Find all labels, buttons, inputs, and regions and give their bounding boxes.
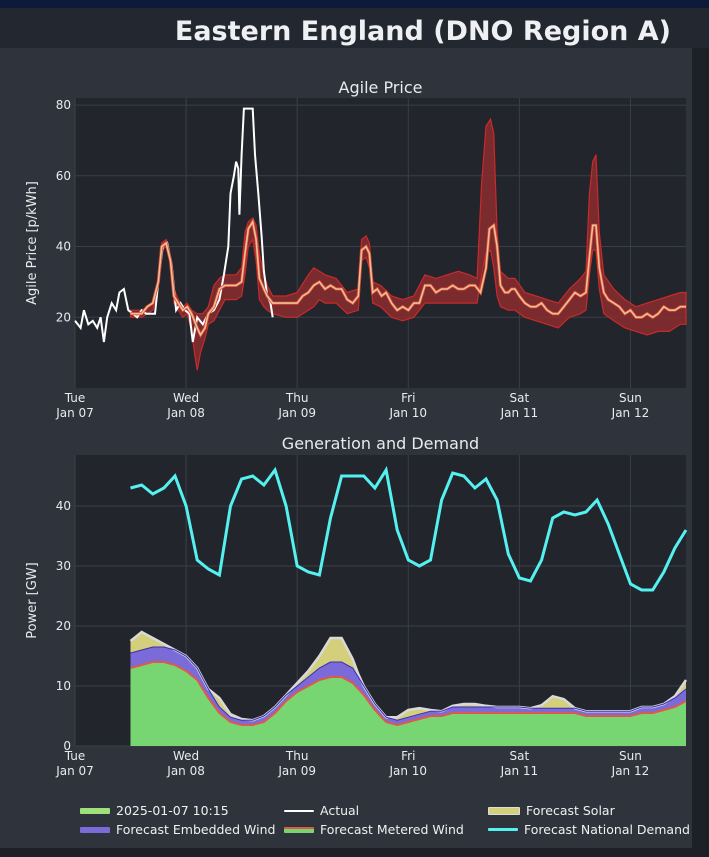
page-title: Eastern England (DNO Region A) (174, 16, 671, 47)
x-tick-label: Sat (510, 391, 530, 405)
legend-swatch (80, 807, 110, 814)
x-tick-label: Sun (619, 749, 642, 763)
x-tick-label: Thu (285, 749, 309, 763)
y-tick-label: 80 (56, 98, 71, 112)
legend-label: Forecast Embedded Wind (116, 822, 276, 837)
forecast-price-line (130, 219, 686, 337)
top-bar (0, 0, 709, 8)
plot-area (75, 98, 686, 388)
x-tick-label: Sat (510, 749, 530, 763)
forecast-range-band (129, 117, 687, 371)
x-tick-label: Jan 09 (277, 764, 316, 778)
right-edge (692, 48, 709, 857)
legend-swatch (488, 806, 520, 815)
x-tick-label: Jan 12 (611, 764, 650, 778)
legend-item-forecast-solar[interactable]: Forecast Solar (488, 803, 615, 818)
legend-item-forecast-latest[interactable]: 2025-01-07 10:15 (80, 803, 229, 818)
y-tick-label: 60 (56, 169, 71, 183)
legend-label: Forecast National Demand (524, 822, 690, 837)
chart-title: Agile Price (339, 78, 423, 97)
chart-title: Generation and Demand (282, 434, 479, 453)
legend-label: 2025-01-07 10:15 (116, 803, 229, 818)
metered-wind-edge (130, 661, 687, 727)
national-demand-line (130, 465, 688, 592)
legend-swatch (80, 826, 110, 833)
legend-label: Forecast Solar (526, 803, 615, 818)
x-tick-label: Fri (401, 391, 415, 405)
header: Eastern England (DNO Region A) (0, 8, 709, 48)
y-tick-label: 10 (56, 679, 71, 693)
y-tick-label: 40 (56, 499, 71, 513)
x-tick-label: Jan 07 (55, 764, 94, 778)
legend-swatch (284, 809, 314, 812)
bottom-edge (0, 848, 709, 857)
y-tick-label: 30 (56, 559, 71, 573)
x-tick-label: Tue (64, 391, 86, 405)
x-tick-label: Jan 11 (500, 764, 539, 778)
x-tick-label: Jan 08 (166, 764, 205, 778)
x-tick-label: Jan 10 (388, 764, 427, 778)
x-tick-label: Jan 09 (277, 406, 316, 420)
embedded-wind-edge (130, 646, 687, 721)
x-tick-label: Fri (401, 749, 415, 763)
legend-item-forecast-metered-wind[interactable]: Forecast Metered Wind (284, 822, 464, 837)
y-tick-label: 40 (56, 240, 71, 254)
legend-swatch (488, 828, 518, 831)
legend-swatch (284, 826, 314, 833)
x-tick-label: Wed (173, 391, 199, 405)
x-tick-label: Jan 07 (55, 406, 94, 420)
legend-item-actual[interactable]: Actual (284, 803, 359, 818)
legend-item-forecast-embedded-wind[interactable]: Forecast Embedded Wind (80, 822, 275, 837)
y-tick-label: 20 (56, 619, 71, 633)
actual-price-line (74, 107, 274, 343)
x-tick-label: Jan 12 (611, 406, 650, 420)
x-tick-label: Jan 08 (166, 406, 205, 420)
y-axis-label: Power [GW] (25, 562, 40, 639)
y-axis-label: Agile Price [p/kWh] (25, 181, 40, 305)
y-tick-label: 20 (56, 310, 71, 324)
x-tick-label: Tue (64, 749, 86, 763)
legend-label: Forecast Metered Wind (320, 822, 464, 837)
legend-item-forecast-national-demand[interactable]: Forecast National Demand (488, 822, 690, 837)
metered-wind-area (130, 662, 686, 746)
x-tick-label: Sun (619, 391, 642, 405)
y-tick-label: 0 (63, 739, 71, 753)
x-tick-label: Wed (173, 749, 199, 763)
legend-label: Actual (320, 803, 360, 818)
x-tick-label: Thu (285, 391, 309, 405)
x-tick-label: Jan 11 (500, 406, 539, 420)
x-tick-label: Jan 10 (388, 406, 427, 420)
